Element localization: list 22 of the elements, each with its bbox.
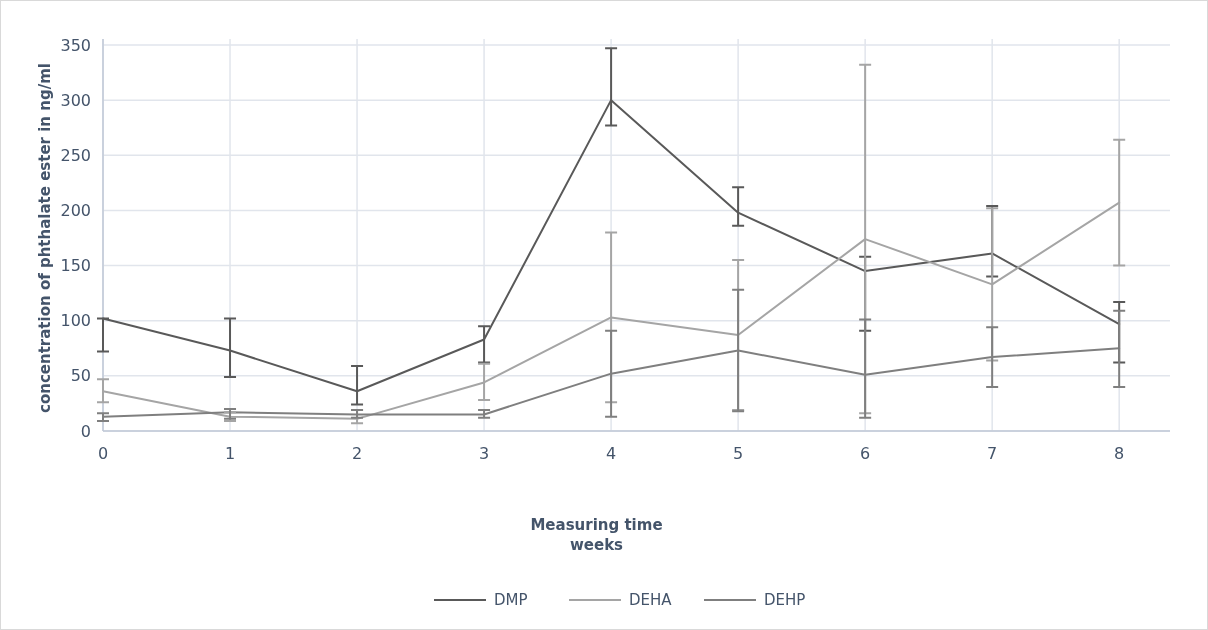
y-tick-label: 300 [60, 90, 91, 110]
y-tick-label: 0 [80, 421, 91, 441]
x-tick-label: 6 [860, 444, 871, 463]
y-tick-label: 150 [60, 256, 91, 276]
y-tick-label: 50 [70, 366, 91, 386]
legend-label: DMP [494, 591, 528, 610]
x-tick-label: 7 [987, 444, 998, 463]
y-tick-label: 100 [60, 311, 91, 331]
x-axis-title: Measuring time weeks [530, 516, 663, 554]
x-tick-label: 5 [733, 444, 744, 463]
x-tick-label: 2 [351, 444, 363, 463]
x-tick-label: 3 [478, 444, 490, 463]
legend-label: DEHA [629, 591, 673, 610]
y-axis-title: concentration of phthalate ester in ng/ml [36, 63, 54, 413]
x-tick-label: 0 [97, 444, 109, 463]
legend-label: DEHP [764, 591, 806, 610]
y-tick-label: 200 [60, 201, 91, 221]
y-tick-label: 350 [60, 35, 91, 55]
x-tick-label: 8 [1114, 444, 1125, 463]
x-tick-label: 1 [224, 444, 236, 463]
y-tick-label: 250 [60, 145, 91, 165]
x-tick-label: 4 [606, 444, 617, 463]
